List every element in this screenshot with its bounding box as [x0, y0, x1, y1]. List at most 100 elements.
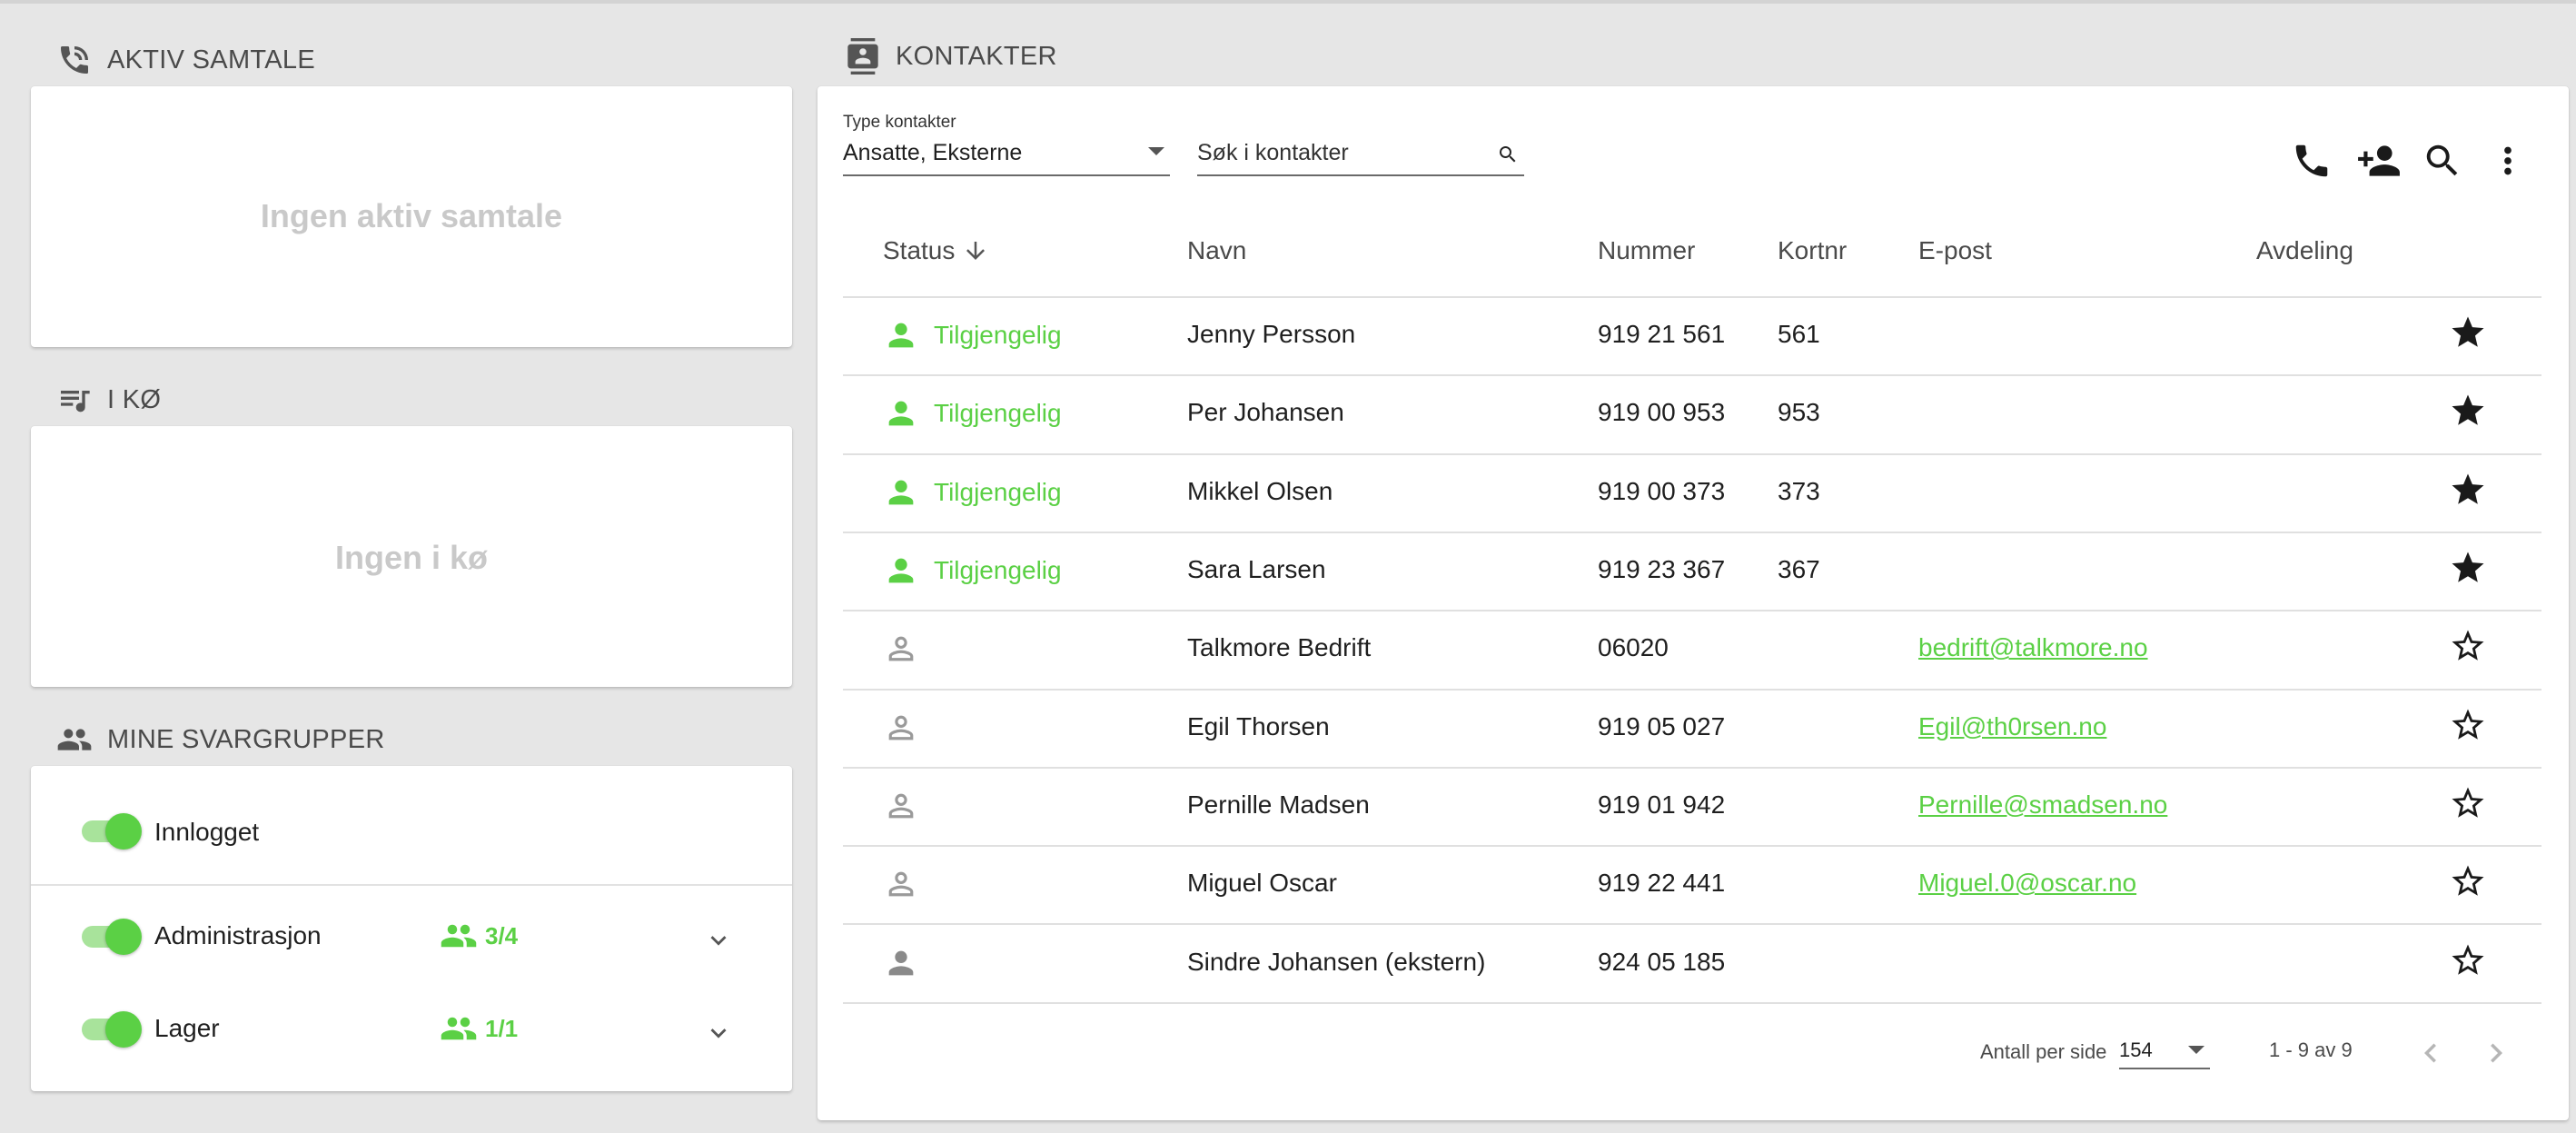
contact-short-number: 373: [1778, 476, 1820, 505]
contact-number: 924 05 185: [1598, 947, 1726, 976]
queue-music-icon: [61, 391, 90, 412]
more-vert-icon[interactable]: [2487, 140, 2529, 182]
chevron-left-icon[interactable]: [2412, 1034, 2450, 1072]
contact-number: 919 22 441: [1598, 869, 1726, 898]
active-call-header: AKTIV SAMTALE: [56, 42, 315, 78]
group-toggle-administrasjon[interactable]: [82, 919, 142, 955]
person-icon: [888, 558, 914, 583]
type-contacts-label: Type kontakter: [843, 113, 956, 132]
column-status[interactable]: Status: [883, 236, 989, 265]
dropdown-arrow-icon: [1148, 147, 1164, 155]
star-outline-icon[interactable]: [2449, 784, 2487, 822]
dropdown-arrow-icon: [2188, 1046, 2204, 1054]
people-icon: [441, 1017, 477, 1040]
per-page-select[interactable]: 154: [2119, 1039, 2210, 1069]
column-name[interactable]: Navn: [1187, 236, 1247, 264]
queue-card: Ingen i kø: [31, 426, 792, 687]
column-short[interactable]: Kortnr: [1778, 236, 1848, 264]
groups-card: Innlogget Administrasjon 3/4 Lager 1/1: [31, 766, 792, 1091]
group-name-administrasjon: Administrasjon: [154, 921, 322, 949]
row-divider: [843, 610, 2541, 612]
logged-in-toggle[interactable]: [82, 813, 142, 850]
row-divider: [843, 1001, 2541, 1004]
status-cell: [883, 710, 934, 746]
queue-empty: Ingen i kø: [334, 539, 488, 576]
group-toggle-lager[interactable]: [82, 1011, 142, 1048]
row-divider: [843, 531, 2541, 533]
contact-email-link[interactable]: Pernille@smadsen.no: [1918, 790, 2168, 819]
contact-name: Sara Larsen: [1187, 555, 1326, 584]
arrow-downward-icon: [966, 242, 986, 260]
contact-name: Talkmore Bedrift: [1187, 633, 1372, 662]
status-cell: [883, 631, 934, 667]
queue-header: I KØ: [56, 382, 161, 418]
per-page-label: Antall per side: [1980, 1040, 2107, 1063]
contact-name: Jenny Persson: [1187, 320, 1356, 349]
status-cell: Tilgjengelig: [883, 552, 1062, 589]
contact-email-link[interactable]: bedrift@talkmore.no: [1918, 633, 2148, 662]
contact-email-link[interactable]: Egil@th0rsen.no: [1918, 711, 2107, 740]
person-icon: [888, 480, 914, 505]
group-count-text: 1/1: [485, 1014, 519, 1042]
row-divider: [843, 374, 2541, 377]
search-icon[interactable]: [2422, 140, 2463, 182]
contact-number: 919 00 953: [1598, 398, 1726, 427]
row-divider: [843, 688, 2541, 691]
phone-icon[interactable]: [2291, 140, 2333, 182]
star-filled-icon[interactable]: [2449, 313, 2487, 352]
type-contacts-select[interactable]: Ansatte, Eksterne: [843, 140, 1170, 176]
contact-email-link[interactable]: Miguel.0@oscar.no: [1918, 869, 2137, 898]
column-email[interactable]: E-post: [1918, 236, 1992, 264]
group-name-lager: Lager: [154, 1014, 220, 1042]
contact-number: 919 01 942: [1598, 790, 1726, 819]
phone-in-talk-icon: [61, 46, 88, 74]
top-border: [0, 0, 2576, 4]
contact-short-number: 953: [1778, 398, 1820, 427]
people-icon: [57, 729, 92, 750]
contact-name: Miguel Oscar: [1187, 869, 1337, 898]
star-outline-icon[interactable]: [2449, 862, 2487, 900]
column-number[interactable]: Nummer: [1598, 236, 1696, 264]
person-icon: [888, 637, 914, 661]
status-cell: [883, 788, 934, 824]
groups-divider: [31, 884, 792, 886]
star-filled-icon[interactable]: [2449, 471, 2487, 509]
chevron-down-icon[interactable]: [703, 925, 734, 956]
row-divider: [843, 296, 2541, 298]
contact-short-number: 367: [1778, 555, 1820, 584]
groups-header: MINE SVARGRUPPER: [56, 721, 385, 758]
status-label: Tilgjengelig: [934, 399, 1062, 428]
star-filled-icon[interactable]: [2449, 392, 2487, 430]
chevron-down-icon[interactable]: [703, 1018, 734, 1049]
contact-short-number: 561: [1778, 320, 1820, 349]
contact-name: Pernille Madsen: [1187, 790, 1370, 819]
search-contacts-input[interactable]: Søk i kontakter: [1197, 140, 1524, 176]
person-icon: [888, 715, 914, 740]
contact-name: Per Johansen: [1187, 398, 1344, 427]
row-divider: [843, 845, 2541, 848]
status-label: Tilgjengelig: [934, 321, 1062, 350]
star-outline-icon[interactable]: [2449, 941, 2487, 979]
contact-number: 06020: [1598, 633, 1669, 662]
status-cell: Tilgjengelig: [883, 395, 1062, 432]
group-count-lager: 1/1: [440, 1009, 518, 1048]
contact-name: Mikkel Olsen: [1187, 476, 1333, 505]
add-person-icon[interactable]: [2356, 138, 2402, 184]
star-outline-icon[interactable]: [2449, 706, 2487, 744]
contact-number: 919 00 373: [1598, 476, 1726, 505]
search-contacts-placeholder: Søk i kontakter: [1197, 140, 1349, 165]
row-divider: [843, 766, 2541, 769]
person-icon: [888, 323, 914, 348]
column-dept[interactable]: Avdeling: [2256, 236, 2353, 264]
chevron-right-icon[interactable]: [2477, 1034, 2515, 1072]
row-divider: [843, 452, 2541, 455]
queue-title: I KØ: [107, 384, 162, 414]
status-cell: Tilgjengelig: [883, 317, 1062, 353]
group-count-text: 3/4: [485, 921, 519, 949]
star-filled-icon[interactable]: [2449, 549, 2487, 587]
star-outline-icon[interactable]: [2449, 627, 2487, 665]
person-icon: [888, 950, 914, 975]
column-status-label: Status: [883, 236, 956, 264]
contact-name: Sindre Johansen (ekstern): [1187, 947, 1486, 976]
row-divider: [843, 923, 2541, 926]
